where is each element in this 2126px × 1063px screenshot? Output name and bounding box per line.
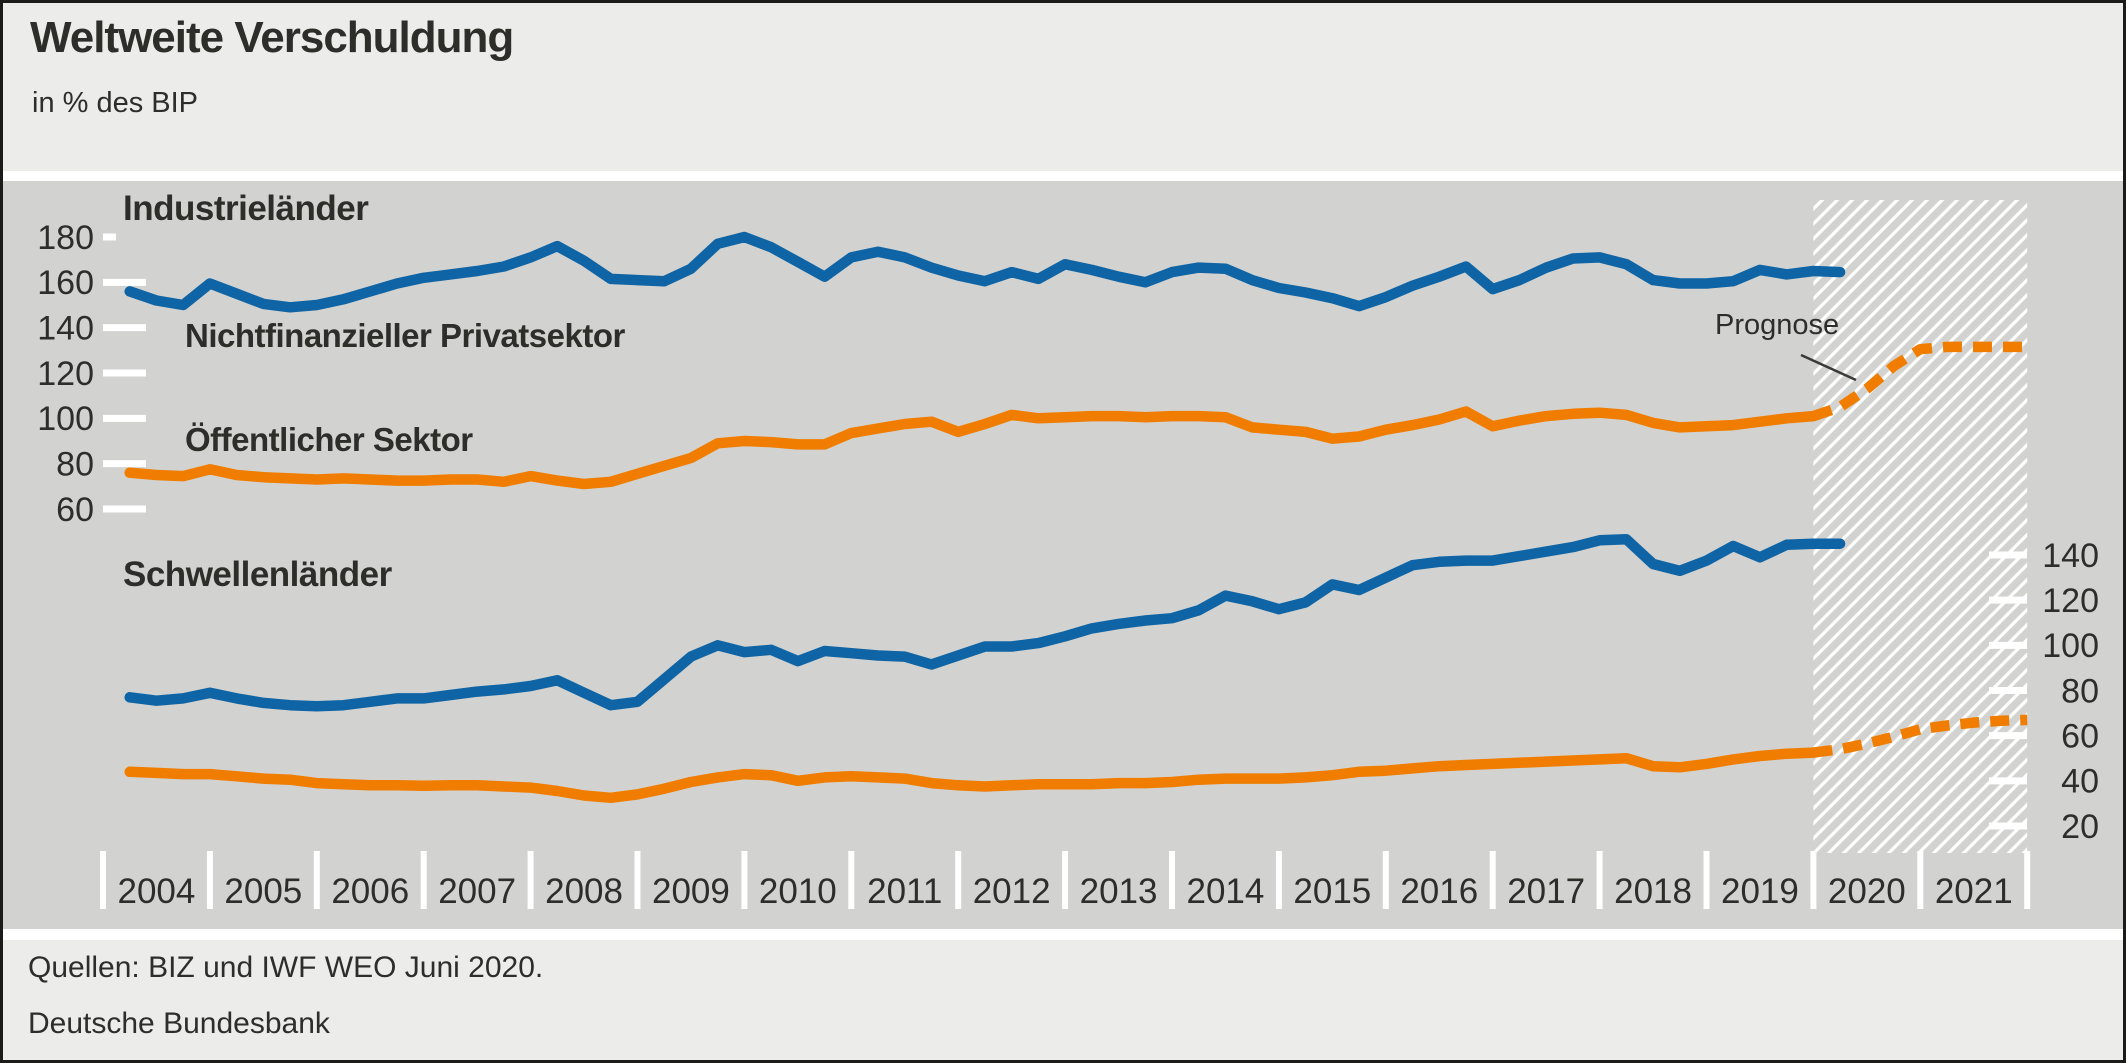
x-tick-label: 2011 [867,872,942,911]
y-tick-label: 60 [2061,718,2099,756]
publisher-line: Deutsche Bundesbank [28,1007,330,1040]
y-tick-label: 140 [2042,537,2099,575]
x-tick-label: 2016 [1400,872,1478,911]
x-tick-label: 2020 [1828,872,1906,911]
y-tick-label: 140 [37,310,94,348]
y-tick-label: 40 [2061,763,2099,801]
x-tick-label: 2004 [118,872,196,911]
x-tick-label: 2017 [1507,872,1585,911]
emerging-axis: 140 120 100 80 60 40 20 [1989,537,2099,846]
y-tick-label: 100 [2042,627,2099,665]
y-tick-label: 80 [2061,672,2099,710]
y-tick-label: 120 [37,355,94,393]
y-tick-label: 180 [37,219,94,257]
panel-label-emerging: Schwellenländer [123,555,392,594]
x-tick-label: 2005 [224,872,302,911]
series-label-public-sector: Öffentlicher Sektor [185,421,473,458]
advanced-public_sector-line [124,406,1819,490]
x-tick-label: 2012 [973,872,1051,911]
panel-label-advanced: Industrieländer [123,189,369,228]
x-tick-label: 2010 [759,872,837,911]
page-title: Weltweite Verschuldung [30,13,514,62]
y-tick-label: 120 [2042,582,2099,620]
y-tick-label: 60 [56,491,94,529]
emerging-private_sector-line [124,533,1846,712]
x-tick-label: 2019 [1721,872,1799,911]
x-tick-label: 2007 [438,872,516,911]
x-tick-label: 2008 [545,872,623,911]
advanced-private_sector-line [124,231,1846,313]
forecast-annotation-pointer [1800,353,1857,382]
y-tick-label: 20 [2061,808,2099,846]
forecast-annotation-label: Prognose [1715,309,1840,341]
x-axis: 2004 2005 2006 2007 2008 2009 2010 2011 2012 2013… [100,851,2031,911]
advanced-public_sector-forecast-line [1811,341,2028,422]
emerging-public_sector-line [124,747,1819,804]
y-tick-label: 160 [37,264,94,302]
debt-line-chart: 2004 2005 2006 2007 2008 2009 2010 2011 2012 2013… [37,200,2099,911]
x-tick-label: 2009 [652,872,730,911]
x-tick-label: 2014 [1187,872,1265,911]
unit-label: in % des BIP [32,87,199,119]
series-label-private-sector: Nichtfinanzieller Privatsektor [185,317,625,354]
figure-footer [3,940,2123,1060]
x-tick-label: 2006 [331,872,409,911]
y-tick-label: 80 [56,446,94,484]
forecast-hatch-region [1813,200,2028,853]
x-tick-label: 2021 [1935,872,2013,911]
x-tick-label: 2015 [1293,872,1371,911]
emerging-public_sector-forecast-line [1812,714,2028,758]
x-tick-label: 2013 [1080,872,1158,911]
advanced-axis: 180 160 140 120 100 80 60 [37,219,146,529]
figure-header [3,3,2123,171]
x-tick-label: 2018 [1614,872,1692,911]
y-tick-label: 100 [37,400,94,438]
sources-line: Quellen: BIZ und IWF WEO Juni 2020. [28,951,544,984]
